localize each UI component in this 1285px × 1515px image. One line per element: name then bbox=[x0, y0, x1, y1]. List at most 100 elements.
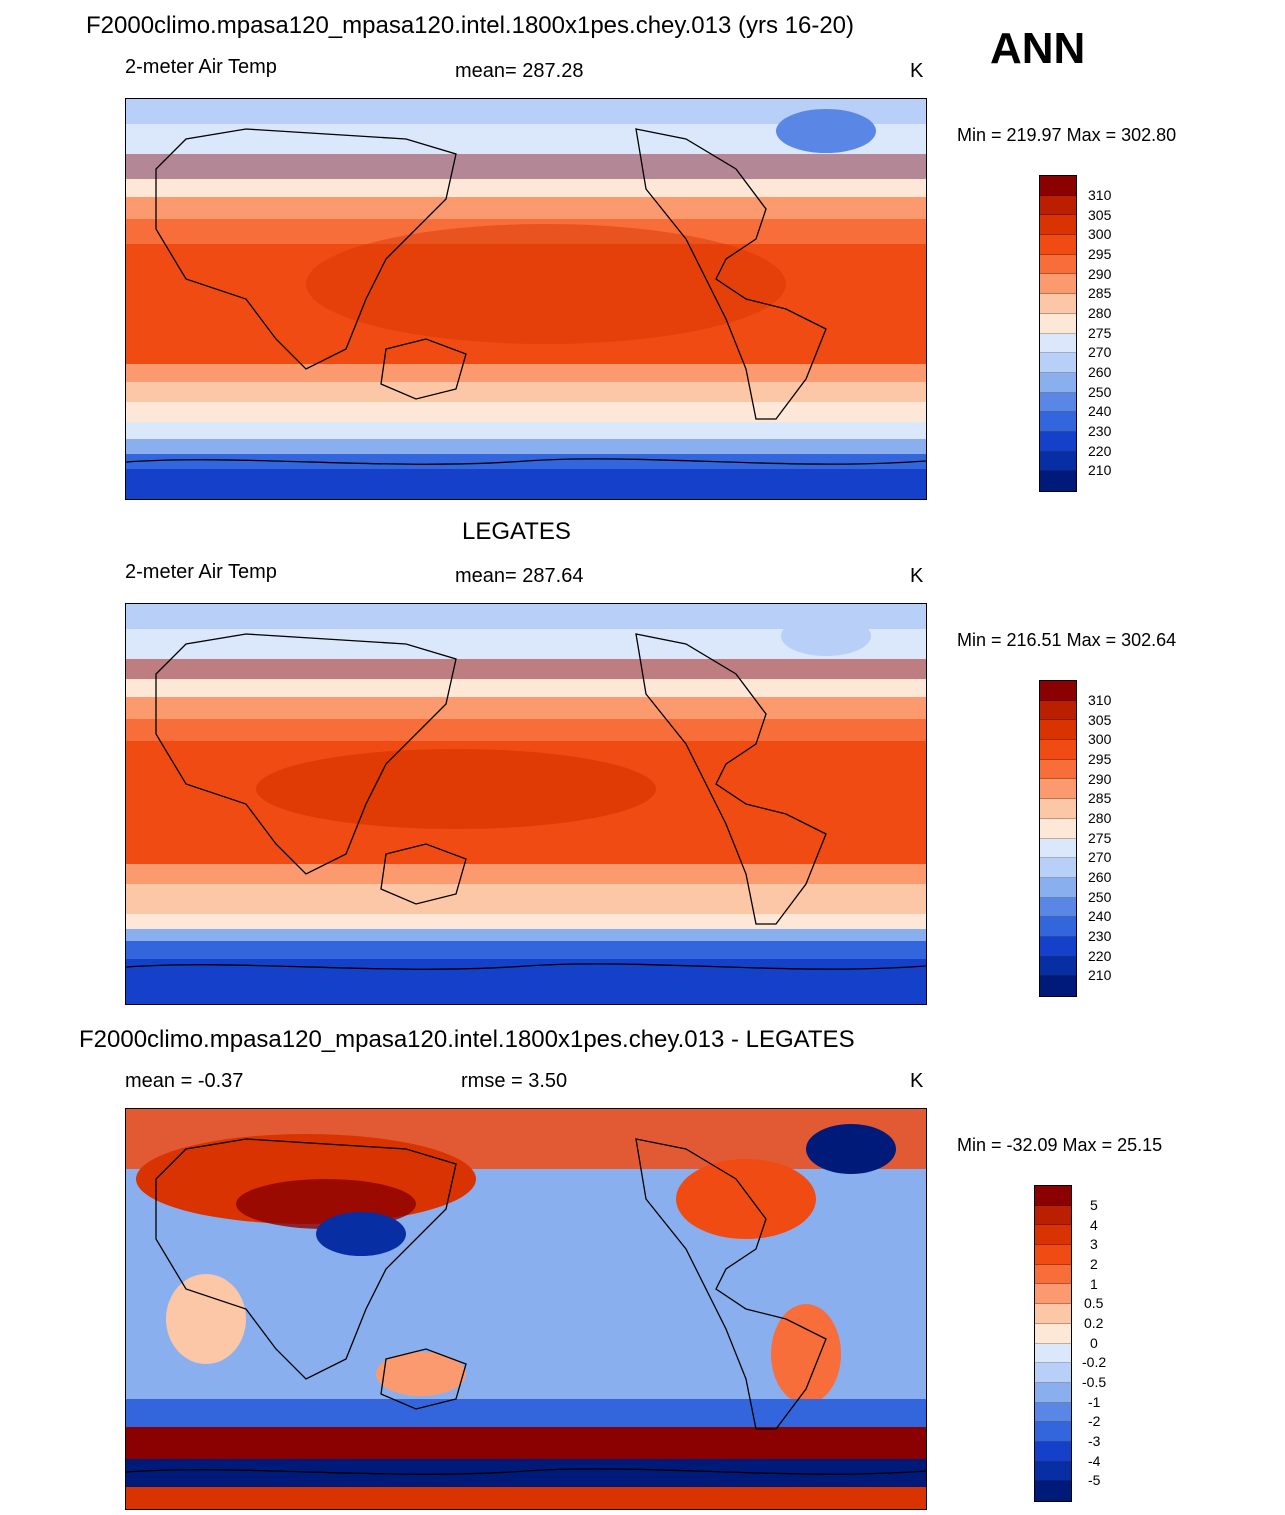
cbar-3-tick: -5 bbox=[1088, 1472, 1101, 1488]
cbar-2-tick: 240 bbox=[1088, 908, 1112, 924]
map-2-subtropic-n bbox=[126, 719, 926, 741]
cbar-3-tick: -3 bbox=[1088, 1433, 1101, 1449]
cbar-3-tick: -0.5 bbox=[1082, 1374, 1107, 1390]
map-3-southern-ocean-bias bbox=[126, 1399, 926, 1427]
cbar-1-swatch bbox=[1040, 235, 1076, 255]
cbar-1-tick: 295 bbox=[1088, 246, 1112, 262]
cbar-1-tick: 280 bbox=[1088, 305, 1112, 321]
cbar-2-tick: 230 bbox=[1088, 928, 1112, 944]
panel-1-units-label: K bbox=[910, 60, 924, 82]
cbar-2-swatch bbox=[1040, 740, 1076, 760]
map-2-americas-coastline bbox=[635, 633, 827, 925]
panel-2-colorbar bbox=[1039, 680, 1077, 997]
cbar-1-swatch bbox=[1040, 215, 1076, 236]
cbar-1-tick: 305 bbox=[1088, 207, 1112, 223]
cbar-1-tick: 240 bbox=[1088, 403, 1112, 419]
panel-3-mean-label: mean = -0.37 bbox=[125, 1070, 244, 1092]
panel-2-map-svg bbox=[126, 604, 926, 1004]
cbar-3-swatch bbox=[1035, 1481, 1071, 1501]
cbar-3-tick: 5 bbox=[1090, 1197, 1098, 1213]
cbar-1-tick: 210 bbox=[1088, 462, 1112, 478]
cbar-3-tick: 1 bbox=[1090, 1276, 1098, 1292]
map-1-australia-coastline bbox=[380, 338, 467, 400]
panel-2-units-label: K bbox=[910, 565, 924, 587]
cbar-2-tick: 295 bbox=[1088, 751, 1112, 767]
cbar-2-swatch bbox=[1040, 720, 1076, 741]
cbar-3-swatch bbox=[1035, 1402, 1071, 1423]
map-2-south-mild bbox=[126, 884, 926, 914]
cbar-2-swatch bbox=[1040, 936, 1076, 957]
cbar-1-swatch bbox=[1040, 471, 1076, 491]
cbar-2-tick: 210 bbox=[1088, 967, 1112, 983]
cbar-1-swatch bbox=[1040, 294, 1076, 314]
cbar-3-tick: 2 bbox=[1090, 1256, 1098, 1272]
cbar-3-swatch bbox=[1035, 1284, 1071, 1305]
cbar-2-tick: 290 bbox=[1088, 771, 1112, 787]
cbar-2-tick: 310 bbox=[1088, 692, 1112, 708]
cbar-2-swatch bbox=[1040, 877, 1076, 898]
map-3-antarctica-interior-bias bbox=[126, 1487, 926, 1509]
map-3-australia-bias bbox=[376, 1352, 466, 1396]
cbar-1-swatch bbox=[1040, 274, 1076, 295]
cbar-3-swatch bbox=[1035, 1205, 1071, 1226]
cbar-2-swatch bbox=[1040, 700, 1076, 721]
map-2-subtropic-s bbox=[126, 864, 926, 884]
panel-1-map-svg bbox=[126, 99, 926, 499]
panel-2-map bbox=[125, 603, 927, 1005]
cbar-1-swatch bbox=[1040, 313, 1076, 334]
cbar-1-tick: 300 bbox=[1088, 226, 1112, 242]
season-label: ANN bbox=[990, 24, 1086, 73]
cbar-2-tick: 305 bbox=[1088, 712, 1112, 728]
map-1-antarctica-coastline bbox=[126, 458, 926, 465]
cbar-1-tick: 270 bbox=[1088, 344, 1112, 360]
panel-1-variable-label: 2-meter Air Temp bbox=[125, 56, 277, 78]
map-2-warm-pool bbox=[256, 749, 656, 829]
map-3-north-america-bias bbox=[676, 1159, 816, 1239]
panel-3-min-max: Min = -32.09 Max = 25.15 bbox=[957, 1135, 1163, 1155]
panel-2-mean-label: mean= 287.64 bbox=[455, 565, 584, 587]
map-1-greenland bbox=[776, 109, 876, 153]
cbar-3-swatch bbox=[1035, 1363, 1071, 1383]
cbar-3-swatch bbox=[1035, 1461, 1071, 1482]
cbar-1-tick: 285 bbox=[1088, 285, 1112, 301]
cbar-1-swatch bbox=[1040, 431, 1076, 452]
map-3-sea-ice-warm-bias bbox=[126, 1427, 926, 1459]
cbar-3-tick: -1 bbox=[1088, 1394, 1101, 1410]
cbar-1-tick: 230 bbox=[1088, 423, 1112, 439]
map-2-north-warm bbox=[126, 697, 926, 719]
panel-1-mean-label: mean= 287.28 bbox=[455, 60, 584, 82]
cbar-3-swatch bbox=[1035, 1441, 1071, 1462]
cbar-2-tick: 250 bbox=[1088, 889, 1112, 905]
map-2-australia-coastline bbox=[380, 843, 467, 905]
cbar-1-swatch bbox=[1040, 254, 1076, 275]
cbar-2-tick: 270 bbox=[1088, 849, 1112, 865]
panel-3-map-svg bbox=[126, 1109, 926, 1509]
map-3-eurasia-africa-coastline bbox=[155, 1138, 457, 1380]
cbar-3-swatch bbox=[1035, 1323, 1071, 1344]
map-1-south-mild bbox=[126, 382, 926, 402]
cbar-3-tick: 4 bbox=[1090, 1217, 1098, 1233]
cbar-2-tick: 300 bbox=[1088, 731, 1112, 747]
map-2-north-mild bbox=[126, 679, 926, 697]
map-2-antarctic-coast bbox=[126, 941, 926, 959]
cbar-2-swatch bbox=[1040, 976, 1076, 996]
cbar-2-swatch bbox=[1040, 779, 1076, 800]
map-1-eurasia-africa-coastline bbox=[155, 128, 457, 370]
cbar-1-tick: 260 bbox=[1088, 364, 1112, 380]
cbar-1-tick: 290 bbox=[1088, 266, 1112, 282]
cbar-1-tick: 310 bbox=[1088, 187, 1112, 203]
cbar-3-swatch bbox=[1035, 1304, 1071, 1324]
map-1-south-cool bbox=[126, 402, 926, 422]
cbar-2-swatch bbox=[1040, 799, 1076, 819]
panel-3-rmse-label: rmse = 3.50 bbox=[461, 1070, 568, 1092]
cbar-2-swatch bbox=[1040, 917, 1076, 937]
cbar-3-tick: -4 bbox=[1088, 1453, 1101, 1469]
cbar-2-swatch bbox=[1040, 956, 1076, 977]
cbar-1-tick: 250 bbox=[1088, 384, 1112, 400]
cbar-1-tick: 275 bbox=[1088, 325, 1112, 341]
cbar-2-swatch bbox=[1040, 897, 1076, 918]
map-1-north-mild bbox=[126, 179, 926, 197]
map-1-antarctica bbox=[126, 469, 926, 499]
map-3-antarctic-cold-bias bbox=[126, 1459, 926, 1487]
cbar-2-swatch bbox=[1040, 759, 1076, 780]
